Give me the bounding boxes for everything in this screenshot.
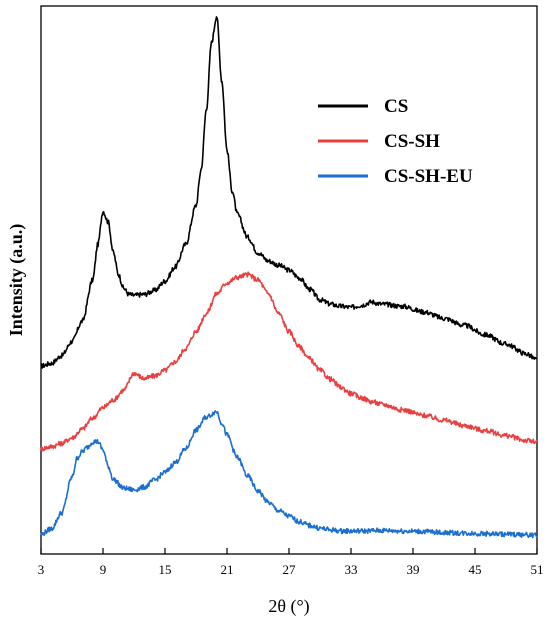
x-tick-label: 33 <box>345 562 358 577</box>
legend-label: CS-SH-EU <box>384 166 473 187</box>
plot-area: 3 9 15 21 27 33 39 45 51 <box>38 5 544 577</box>
legend-label: CS <box>384 96 408 117</box>
x-axis-ticks: 3 9 15 21 27 33 39 45 51 <box>38 548 544 577</box>
x-tick-label: 9 <box>100 562 107 577</box>
x-axis-label: 2θ (°) <box>268 596 309 617</box>
x-tick-label: 3 <box>38 562 45 577</box>
x-tick-label: 45 <box>469 562 482 577</box>
x-tick-label: 15 <box>159 562 172 577</box>
legend: CS CS-SH CS-SH-EU <box>318 96 473 187</box>
series-layer <box>40 16 538 539</box>
x-tick-label: 21 <box>221 562 234 577</box>
legend-label: CS-SH <box>384 131 440 152</box>
series-line-cs-sh-eu <box>40 410 538 539</box>
x-tick-label: 27 <box>283 562 297 577</box>
x-tick-label: 39 <box>407 562 420 577</box>
y-axis-label: Intensity (a.u.) <box>6 224 27 337</box>
series-line-cs <box>40 16 538 369</box>
x-tick-label: 51 <box>531 562 544 577</box>
plot-frame <box>40 5 538 555</box>
series-line-cs-sh <box>40 271 538 452</box>
